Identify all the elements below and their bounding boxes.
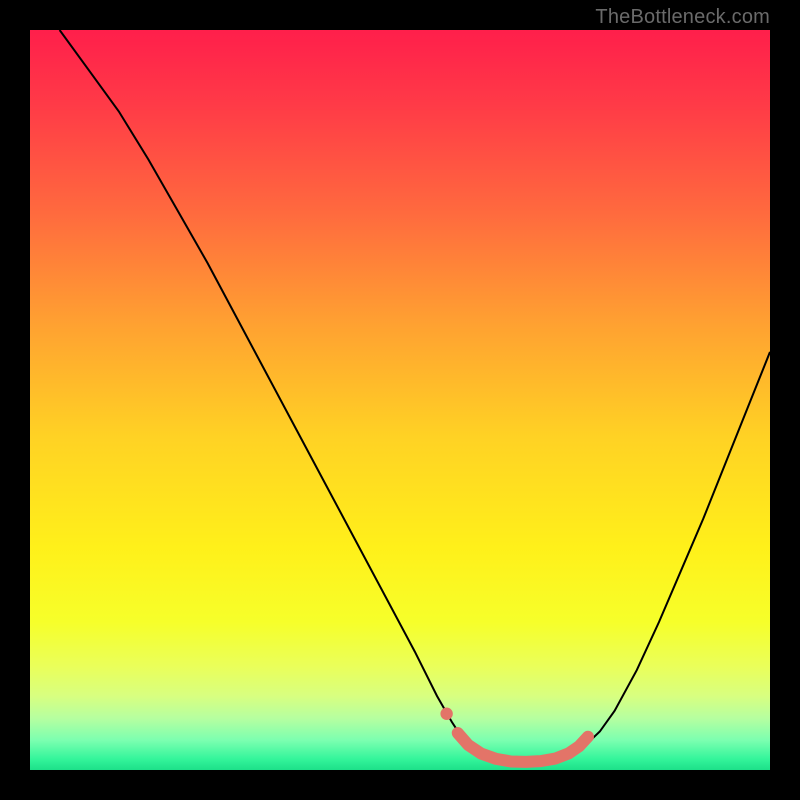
optimal-range-start-dot bbox=[440, 708, 452, 720]
bottleneck-curve-chart bbox=[30, 30, 770, 770]
gradient-background bbox=[30, 30, 770, 770]
watermark-text: TheBottleneck.com bbox=[595, 6, 770, 29]
chart-container: TheBottleneck.com bbox=[0, 0, 800, 800]
plot-area bbox=[30, 30, 770, 770]
